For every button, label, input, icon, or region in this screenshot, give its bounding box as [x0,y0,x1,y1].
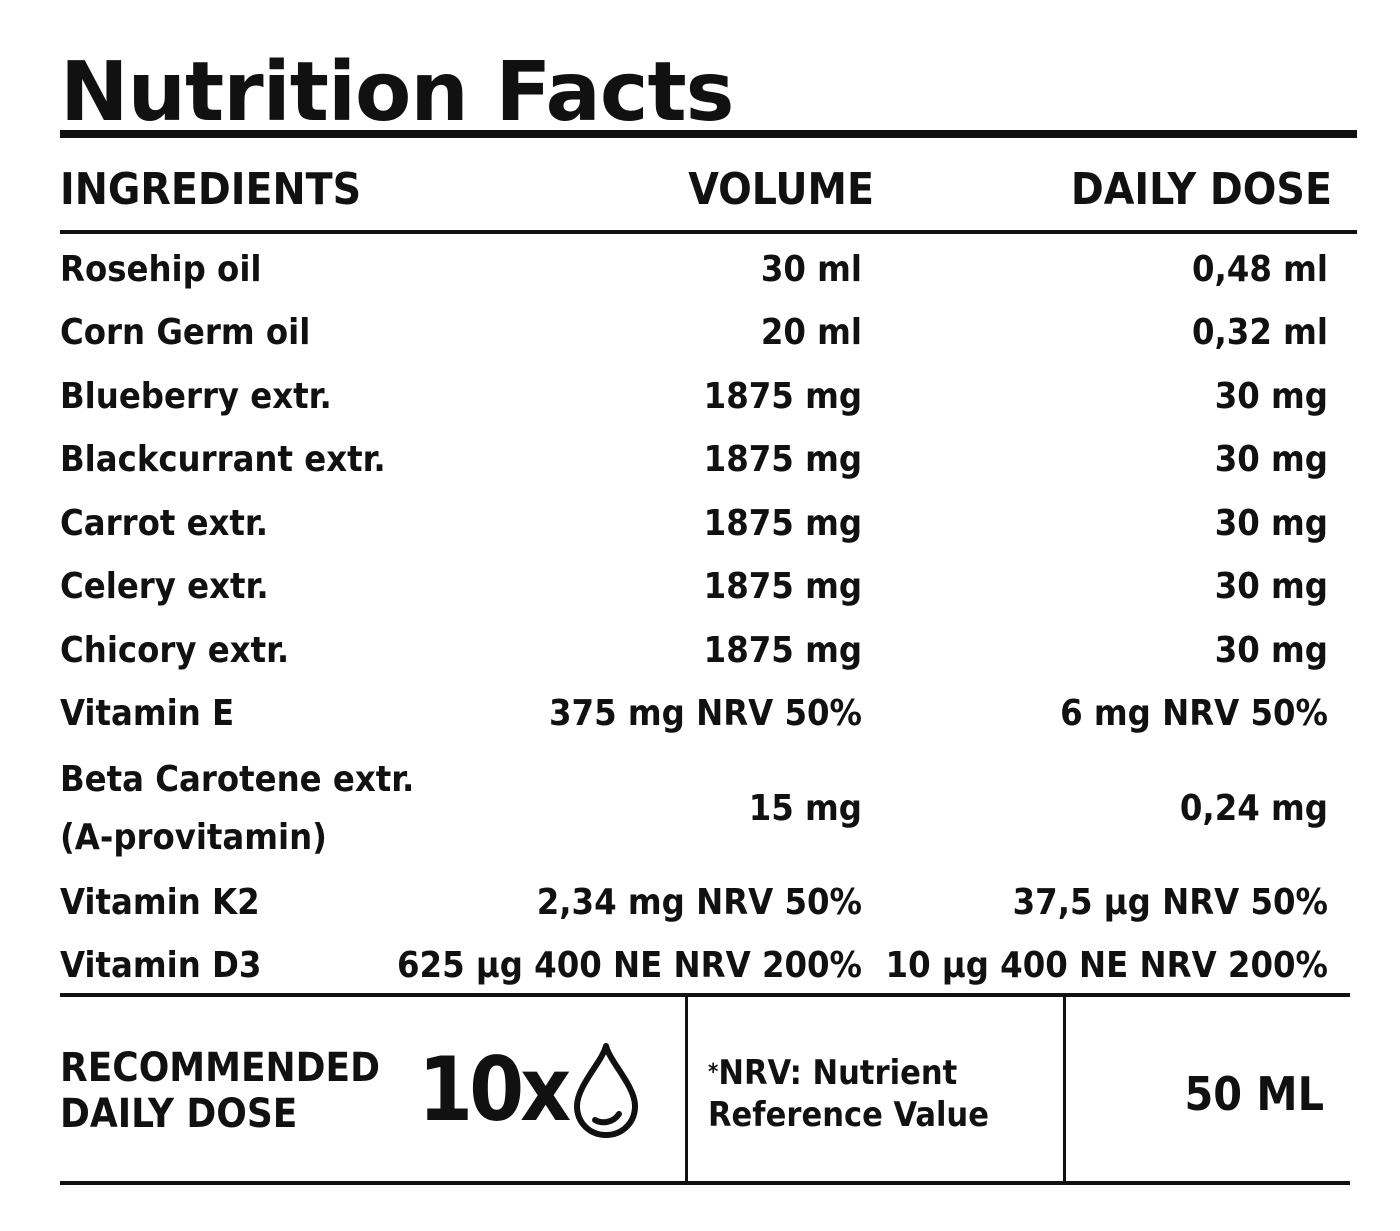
ingredient-daily-dose: 0,48 ml [1191,248,1328,290]
column-header-daily-dose: DAILY DOSE [1070,164,1332,215]
ingredient-name: Celery extr. [60,566,269,608]
table-row: Celery extr. 1875 mg 30 mg [60,556,1330,620]
ingredient-name: Blueberry extr. [60,375,332,417]
ingredient-volume: 1875 mg [703,375,862,417]
ingredient-daily-dose: 37,5 µg NRV 50% [1012,881,1328,923]
ingredient-volume: 20 ml [760,312,862,354]
column-header-volume: VOLUME [688,164,874,215]
table-row: Blackcurrant extr. 1875 mg 30 mg [60,429,1330,493]
dose-count: 10x [418,1040,643,1140]
column-header-ingredients: INGREDIENTS [60,164,362,215]
ingredient-name: Rosehip oil [60,248,262,290]
ingredient-name-line: Beta Carotene extr. [60,758,415,800]
ingredient-name: Vitamin K2 [60,881,260,923]
ingredient-daily-dose: 6 mg NRV 50% [1060,693,1328,735]
footer-top-divider [60,993,1350,997]
table-row: Blueberry extr. 1875 mg 30 mg [60,365,1330,429]
table-row: Chicory extr. 1875 mg 30 mg [60,619,1330,683]
footer-bottom-divider [60,1181,1350,1185]
footnote-star: * [708,1060,719,1085]
ingredient-name: Beta Carotene extr. (A-provitamin) [60,746,520,871]
total-volume: 50 ML [1184,1067,1324,1121]
nrv-footnote-line: *NRV: Nutrient [708,1053,958,1093]
dose-count-value: 10x [418,1038,571,1141]
ingredient-name: Vitamin E [60,693,235,735]
header-divider [60,230,1357,234]
footer-label-line: DAILY DOSE [60,1091,298,1137]
table-row: Vitamin E 375 mg NRV 50% 6 mg NRV 50% [60,683,1330,747]
title-divider [60,130,1357,138]
ingredient-volume: 15 mg [748,787,862,829]
ingredient-volume: 30 ml [760,248,862,290]
table-row: Beta Carotene extr. (A-provitamin) 15 mg… [60,746,1330,871]
table-row: Rosehip oil 30 ml 0,48 ml [60,238,1330,302]
nrv-footnote-line: Reference Value [708,1095,989,1135]
footer-label-line: RECOMMENDED [60,1045,380,1091]
ingredient-daily-dose: 30 mg [1214,502,1328,544]
ingredient-name: Chicory extr. [60,629,290,671]
recommended-daily-dose-label: RECOMMENDED DAILY DOSE [60,1045,380,1137]
table-row: Carrot extr. 1875 mg 30 mg [60,492,1330,556]
footer-column-divider [1063,995,1066,1183]
ingredient-volume: 2,34 mg NRV 50% [536,881,862,923]
ingredient-name: Carrot extr. [60,502,269,544]
ingredient-daily-dose: 10 µg 400 NE NRV 200% [885,945,1328,987]
ingredient-daily-dose: 0,32 ml [1191,312,1328,354]
ingredient-daily-dose: 30 mg [1214,566,1328,608]
page-title: Nutrition Facts [60,45,734,140]
ingredient-volume: 1875 mg [703,629,862,671]
ingredient-daily-dose: 0,24 mg [1179,787,1328,829]
footer-column-divider [685,995,688,1183]
ingredient-daily-dose: 30 mg [1214,439,1328,481]
ingredient-name: Corn Germ oil [60,312,311,354]
ingredient-name-line: (A-provitamin) [60,816,327,858]
ingredient-name: Blackcurrant extr. [60,439,386,481]
ingredient-volume: 1875 mg [703,566,862,608]
ingredient-name: Vitamin D3 [60,945,262,987]
nrv-footnote: *NRV: Nutrient Reference Value [708,1052,989,1136]
ingredients-table: Rosehip oil 30 ml 0,48 ml Corn Germ oil … [60,238,1330,998]
ingredient-volume: 1875 mg [703,439,862,481]
ingredient-daily-dose: 30 mg [1214,629,1328,671]
table-row: Vitamin K2 2,34 mg NRV 50% 37,5 µg NRV 5… [60,871,1330,935]
drop-icon [574,1043,639,1138]
ingredient-volume: 625 µg 400 NE NRV 200% [397,945,862,987]
table-row: Corn Germ oil 20 ml 0,32 ml [60,302,1330,366]
ingredient-volume: 1875 mg [703,502,862,544]
ingredient-daily-dose: 30 mg [1214,375,1328,417]
table-row: Vitamin D3 625 µg 400 NE NRV 200% 10 µg … [60,935,1330,999]
ingredient-volume: 375 mg NRV 50% [549,693,862,735]
